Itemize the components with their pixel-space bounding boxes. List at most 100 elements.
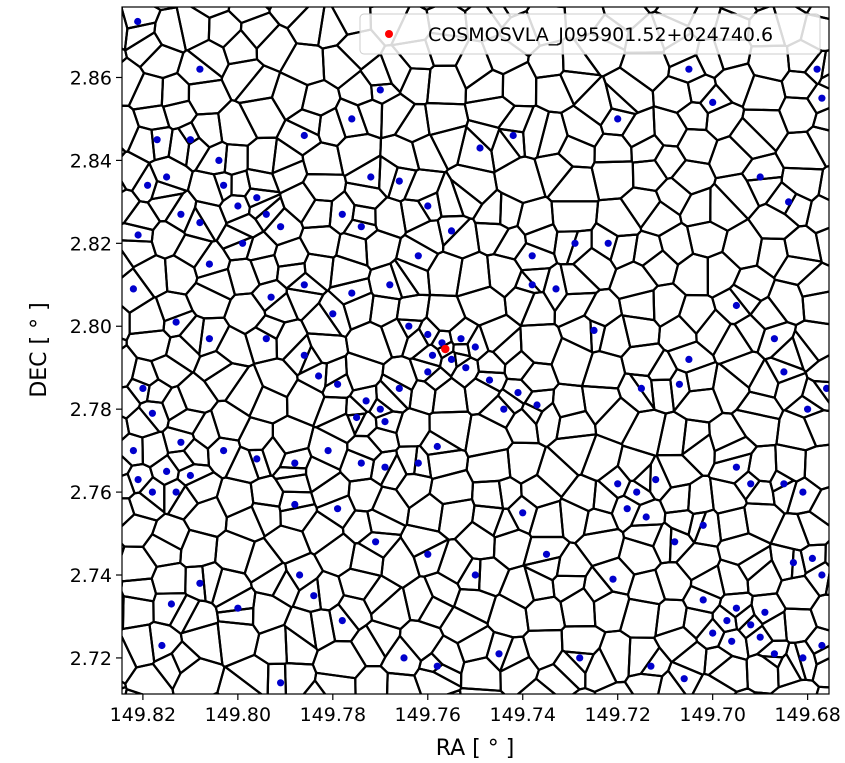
voronoi-cell xyxy=(734,603,756,632)
legend: COSMOSVLA_J095901.52+024740.6 xyxy=(359,13,821,55)
voronoi-cell xyxy=(697,2,706,4)
galaxy-point xyxy=(253,455,261,463)
voronoi-cell xyxy=(445,163,499,206)
galaxy-point xyxy=(756,173,764,181)
voronoi-cell xyxy=(298,693,305,694)
galaxy-point xyxy=(576,654,584,662)
galaxy-point xyxy=(315,372,323,380)
voronoi-cell xyxy=(728,116,778,160)
voronoi-cell xyxy=(796,510,829,547)
galaxy-point xyxy=(186,136,194,144)
galaxy-point xyxy=(196,219,204,227)
galaxy-point xyxy=(134,231,142,239)
voronoi-cell xyxy=(224,653,270,694)
galaxy-point xyxy=(519,509,527,517)
voronoi-cell xyxy=(395,293,431,322)
voronoi-cell xyxy=(167,127,191,168)
galaxy-point xyxy=(220,447,228,455)
y-axis-label: DEC [ ° ] xyxy=(27,302,52,397)
galaxy-point xyxy=(372,538,380,546)
galaxy-point xyxy=(414,252,422,260)
galaxy-point xyxy=(428,351,437,359)
galaxy-point xyxy=(642,513,650,521)
galaxy-point xyxy=(485,376,494,384)
galaxy-point xyxy=(405,322,413,330)
voronoi-cell xyxy=(303,252,335,292)
x-axis-label: RA [ ° ] xyxy=(436,736,515,761)
galaxy-point xyxy=(514,389,522,397)
galaxy-point xyxy=(376,86,384,94)
galaxy-point xyxy=(471,571,479,579)
galaxy-point xyxy=(296,571,304,579)
voronoi-cell xyxy=(215,223,253,250)
galaxy-point xyxy=(495,650,503,658)
galaxy-point xyxy=(756,633,764,641)
voronoi-cell xyxy=(809,593,829,632)
voronoi-cell xyxy=(654,560,693,602)
voronoi-cell xyxy=(398,618,445,662)
voronoi-cell xyxy=(171,693,176,694)
galaxy-point xyxy=(163,173,171,181)
voronoi-cell xyxy=(166,449,196,473)
voronoi-cell xyxy=(283,661,318,694)
voronoi-cell xyxy=(571,686,597,694)
galaxy-point xyxy=(447,227,456,235)
voronoi-cell xyxy=(803,443,829,491)
voronoi-cell xyxy=(802,409,829,448)
galaxy-point xyxy=(633,488,641,496)
galaxy-point xyxy=(167,600,175,608)
voronoi-cell xyxy=(399,523,450,559)
galaxy-point xyxy=(590,326,598,334)
galaxy-point xyxy=(789,559,798,567)
voronoi-cell xyxy=(323,2,349,6)
voronoi-cell xyxy=(824,539,829,568)
target-source xyxy=(441,344,450,354)
galaxy-point xyxy=(623,505,631,513)
galaxy-point xyxy=(300,281,308,289)
galaxy-point xyxy=(500,405,508,413)
galaxy-point xyxy=(277,679,285,687)
voronoi-cell xyxy=(271,414,315,455)
galaxy-point xyxy=(571,239,579,247)
galaxy-point xyxy=(338,617,346,625)
voronoi-cell xyxy=(620,342,666,378)
y-tick-label: 2.82 xyxy=(70,233,112,255)
legend-box xyxy=(359,13,821,55)
galaxy-point xyxy=(680,675,688,683)
galaxy-point xyxy=(604,239,612,247)
voronoi-cell xyxy=(583,287,624,328)
galaxy-point xyxy=(334,505,342,513)
voronoi-cell xyxy=(122,248,135,279)
galaxy-point xyxy=(699,521,707,529)
galaxy-point xyxy=(780,480,788,488)
galaxy-point xyxy=(253,194,261,202)
galaxy-point xyxy=(414,459,422,467)
galaxy-point xyxy=(804,405,812,413)
galaxy-point xyxy=(424,330,432,339)
galaxy-point xyxy=(647,662,655,670)
y-axis-ticks: 2.72 2.74 2.76 2.78 2.80 2.82 2.84 2.86 xyxy=(70,67,122,670)
galaxy-point xyxy=(528,281,536,289)
x-tick-label: 149.76 xyxy=(395,704,461,726)
galaxy-point xyxy=(675,380,684,388)
voronoi-cell xyxy=(682,606,714,640)
galaxy-point xyxy=(462,364,470,372)
voronoi-cell xyxy=(298,345,324,375)
y-tick-label: 2.74 xyxy=(70,565,112,587)
x-tick-label: 149.72 xyxy=(584,704,650,726)
voronoi-cell xyxy=(186,169,225,208)
voronoi-cell xyxy=(572,75,613,127)
voronoi-cell xyxy=(783,607,818,644)
galaxy-point xyxy=(300,351,308,359)
voronoi-cell xyxy=(226,257,261,296)
voronoi-cell xyxy=(687,510,708,544)
galaxy-point xyxy=(447,355,456,363)
x-tick-label: 149.70 xyxy=(679,704,745,726)
voronoi-cell xyxy=(602,7,603,8)
voronoi-cell xyxy=(753,691,773,694)
target-point xyxy=(441,344,450,354)
galaxy-point xyxy=(129,447,137,455)
galaxy-point xyxy=(357,223,365,231)
galaxy-point xyxy=(652,476,660,484)
